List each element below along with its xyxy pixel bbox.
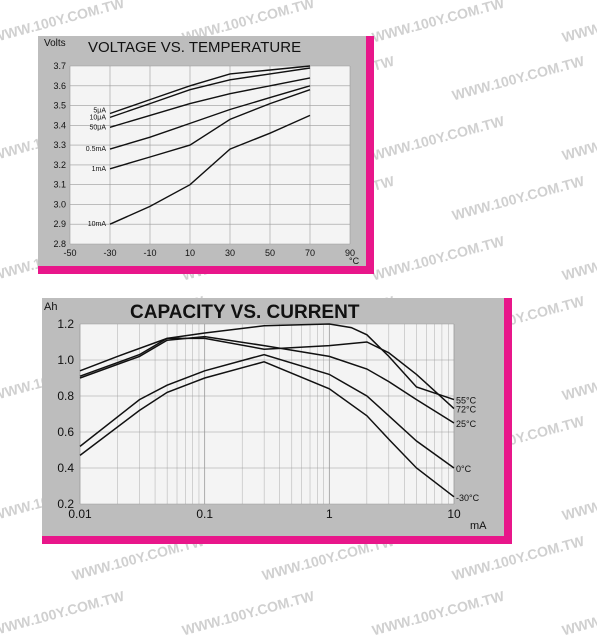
x-tick-label: 90 <box>345 248 355 258</box>
frame-accent-bottom <box>38 266 374 274</box>
series-label: 50μA <box>90 124 107 131</box>
y-tick-label: 3.2 <box>53 160 66 170</box>
series-label: 10μA <box>90 114 107 121</box>
x-tick-label: -30 <box>103 248 116 258</box>
watermark-text: WWW.100Y.COM.TW <box>560 352 597 404</box>
capacity-chart: 0.01 0.1 1 10 0.2 0.4 0.6 0.8 1.0 1.2 55°C 72°C 25°… <box>42 298 512 544</box>
watermark-text: WWW.100Y.COM.TW <box>450 172 586 224</box>
plot-area <box>70 66 350 244</box>
series-line <box>109 89 311 170</box>
y-tick-label: 1.2 <box>57 317 74 331</box>
y-tick-label: 3.5 <box>53 101 66 111</box>
frame-accent-right <box>366 36 374 274</box>
x-tick-label: 30 <box>225 248 235 258</box>
y-tick-label: 1.0 <box>57 353 74 367</box>
voltage-tick-labels: -50 -30 -10 10 30 50 70 90 2.8 2.9 3.0 3.1 3.2 3.3 3.4… <box>53 61 355 258</box>
x-tick-label: 50 <box>265 248 275 258</box>
series-label: 0.5mA <box>86 146 107 153</box>
voltage-series-group <box>109 65 311 225</box>
y-tick-label: 3.7 <box>53 61 66 71</box>
series-label: -30°C <box>456 493 480 503</box>
x-tick-label: 0.01 <box>68 507 92 521</box>
watermark-text: WWW.100Y.COM.TW <box>370 587 506 638</box>
series-label: 72°C <box>456 405 477 415</box>
series-line <box>79 361 455 498</box>
x-tick-label: 70 <box>305 248 315 258</box>
x-tick-label: -50 <box>63 248 76 258</box>
x-tick-label: 10 <box>447 507 461 521</box>
plot-area <box>80 324 454 504</box>
series-label: 10mA <box>88 221 107 228</box>
y-tick-label: 0.4 <box>57 461 74 475</box>
voltage-title: VOLTAGE VS. TEMPERATURE <box>88 39 301 56</box>
watermark-text: WWW.100Y.COM.TW <box>560 472 597 524</box>
x-tick-label: 1 <box>326 507 333 521</box>
y-tick-label: 0.8 <box>57 389 74 403</box>
y-tick-label: 2.9 <box>53 219 66 229</box>
series-label: 25°C <box>456 419 477 429</box>
watermark-text: WWW.100Y.COM.TW <box>370 0 506 46</box>
capacity-grid <box>79 323 455 505</box>
x-tick-label: -10 <box>143 248 156 258</box>
y-tick-label: 0.6 <box>57 425 74 439</box>
voltage-xlabel: °C <box>349 256 360 266</box>
voltage-ylabel: Volts <box>44 38 66 49</box>
y-tick-label: 3.6 <box>53 81 66 91</box>
series-line <box>79 353 455 469</box>
x-tick-label: 0.1 <box>196 507 213 521</box>
series-line <box>109 77 311 128</box>
series-label: 1mA <box>92 166 107 173</box>
y-tick-label: 0.2 <box>57 497 74 511</box>
series-line <box>109 114 311 225</box>
series-line <box>79 337 455 410</box>
series-line <box>109 65 311 115</box>
capacity-title: CAPACITY VS. CURRENT <box>130 302 360 323</box>
watermark-text: WWW.100Y.COM.TW <box>560 0 597 46</box>
capacity-ylabel: Ah <box>44 301 57 313</box>
watermark-text: WWW.100Y.COM.TW <box>0 587 126 638</box>
y-tick-label: 3.1 <box>53 180 66 190</box>
series-line <box>109 67 311 119</box>
series-line <box>79 335 455 424</box>
capacity-series-labels: 55°C72°C 25°C 0°C -30°C <box>456 396 480 503</box>
series-label: 0°C <box>456 464 472 474</box>
watermark-text: WWW.100Y.COM.TW <box>180 587 316 638</box>
y-tick-label: 3.0 <box>53 199 66 209</box>
series-line <box>79 323 455 401</box>
frame-accent-right <box>504 298 512 544</box>
y-tick-label: 3.4 <box>53 120 66 130</box>
voltage-chart: -50 -30 -10 10 30 50 70 90 2.8 2.9 3.0 3.1 3.2 3.3 3.4… <box>38 36 374 274</box>
series-label: 5μA <box>93 107 106 114</box>
capacity-series-group <box>79 323 455 498</box>
frame-accent-bottom <box>42 536 512 544</box>
watermark-text: WWW.100Y.COM.TW <box>560 232 597 284</box>
y-tick-label: 3.3 <box>53 140 66 150</box>
voltage-chart-svg: -50 -30 -10 10 30 50 70 90 2.8 2.9 3.0 3.1 3.2 3.3 3.4… <box>38 36 374 274</box>
watermark-text: WWW.100Y.COM.TW <box>370 232 506 284</box>
capacity-xlabel: mA <box>470 520 487 532</box>
y-tick-label: 2.8 <box>53 239 66 249</box>
capacity-chart-svg: 0.01 0.1 1 10 0.2 0.4 0.6 0.8 1.0 1.2 55°C72°C 25°… <box>42 298 512 544</box>
watermark-text: WWW.100Y.COM.TW <box>560 587 597 638</box>
voltage-grid <box>69 65 351 245</box>
x-tick-label: 10 <box>185 248 195 258</box>
watermark-text: WWW.100Y.COM.TW <box>450 52 586 104</box>
watermark-text: WWW.100Y.COM.TW <box>560 112 597 164</box>
watermark-text: WWW.100Y.COM.TW <box>370 112 506 164</box>
series-label: 55°C <box>456 396 477 406</box>
capacity-tick-labels: 0.01 0.1 1 10 0.2 0.4 0.6 0.8 1.0 1.2 <box>57 317 461 521</box>
series-line <box>109 85 311 150</box>
